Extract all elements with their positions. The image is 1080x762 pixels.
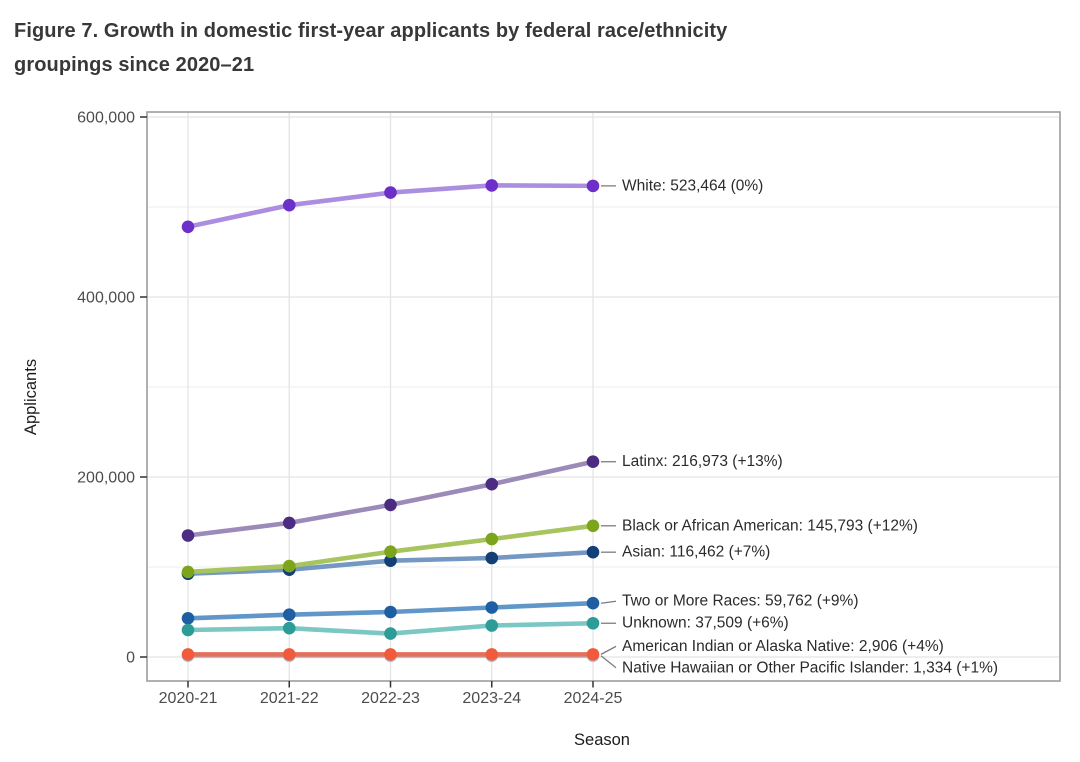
- series-point-unknown-2023-24: [485, 619, 499, 632]
- series-point-two-or-more-races-2020-21: [181, 612, 195, 625]
- series-point-two-or-more-races-2024-25: [586, 596, 600, 610]
- series-point-latinx-2024-25: [586, 455, 600, 469]
- series-point-two-or-more-races-2022-23: [384, 605, 397, 619]
- figure-title: Figure 7. Growth in domestic first-year …: [14, 14, 1014, 82]
- series-point-white-2023-24: [485, 179, 499, 192]
- series-point-black-or-african-american-2022-23: [384, 545, 397, 558]
- series-point-latinx-2020-21: [181, 529, 195, 542]
- series-point-american-indian-or-alaska-native-2024-25: [586, 648, 600, 661]
- series-point-black-or-african-american-2024-25: [586, 519, 600, 533]
- series-point-asian-2023-24: [485, 551, 499, 565]
- x-tick-label-2024-25: 2024-25: [564, 690, 623, 707]
- leader-line-american-indian-or-alaska-native: [600, 645, 617, 655]
- series-point-two-or-more-races-2021-22: [282, 608, 296, 621]
- annotation-black-or-african-american: Black or African American: 145,793 (+12%…: [622, 517, 918, 534]
- y-tick-label-0: 0: [126, 650, 135, 667]
- figure-title-line2: groupings since 2020–21: [14, 54, 255, 76]
- series-point-american-indian-or-alaska-native-2023-24: [485, 648, 499, 661]
- y-tick-label-400000: 400,000: [77, 290, 135, 307]
- leader-line-two-or-more-races: [600, 600, 617, 604]
- series-point-two-or-more-races-2023-24: [485, 601, 499, 614]
- plot-panel: [147, 112, 1060, 681]
- series-point-unknown-2021-22: [282, 621, 296, 635]
- leader-line-native-hawaiian-or-other-pacific-islander: [600, 655, 617, 669]
- series-point-black-or-african-american-2020-21: [181, 565, 195, 579]
- x-axis-title: Season: [574, 731, 630, 749]
- series-point-white-2022-23: [384, 186, 397, 199]
- series-point-asian-2022-23: [384, 554, 397, 567]
- series-point-unknown-2022-23: [384, 627, 397, 640]
- y-axis-title: Applicants: [22, 359, 40, 435]
- series-point-white-2020-21: [181, 220, 195, 234]
- annotation-two-or-more-races: Two or More Races: 59,762 (+9%): [622, 593, 858, 610]
- x-tick-label-2022-23: 2022-23: [361, 690, 420, 707]
- series-point-unknown-2020-21: [181, 623, 195, 637]
- annotation-white: White: 523,464 (0%): [622, 177, 763, 194]
- x-tick-label-2021-22: 2021-22: [260, 690, 319, 707]
- x-tick-label-2020-21: 2020-21: [159, 690, 218, 707]
- series-point-latinx-2022-23: [384, 498, 397, 512]
- annotation-native-hawaiian-or-other-pacific-islander: Native Hawaiian or Other Pacific Islande…: [622, 659, 998, 676]
- series-point-american-indian-or-alaska-native-2022-23: [384, 648, 397, 661]
- series-point-american-indian-or-alaska-native-2020-21: [181, 648, 195, 661]
- series-point-black-or-african-american-2023-24: [485, 532, 499, 546]
- annotation-latinx: Latinx: 216,973 (+13%): [622, 453, 783, 470]
- series-point-latinx-2021-22: [282, 516, 296, 530]
- series-point-unknown-2024-25: [586, 616, 600, 630]
- series-point-latinx-2023-24: [485, 477, 499, 491]
- series-point-asian-2024-25: [586, 545, 600, 559]
- y-tick-label-200000: 200,000: [77, 470, 135, 487]
- x-tick-label-2023-24: 2023-24: [462, 690, 521, 707]
- figure-title-line1: Figure 7. Growth in domestic first-year …: [14, 20, 728, 42]
- y-tick-label-600000: 600,000: [77, 110, 135, 127]
- series-point-white-2024-25: [586, 179, 600, 193]
- series-point-american-indian-or-alaska-native-2021-22: [282, 648, 296, 661]
- annotation-asian: Asian: 116,462 (+7%): [622, 544, 770, 561]
- annotation-american-indian-or-alaska-native: American Indian or Alaska Native: 2,906 …: [622, 638, 944, 655]
- panel-border: [146, 111, 1061, 682]
- series-point-black-or-african-american-2021-22: [282, 559, 296, 573]
- series-point-white-2021-22: [282, 198, 296, 212]
- annotation-unknown: Unknown: 37,509 (+6%): [622, 615, 789, 632]
